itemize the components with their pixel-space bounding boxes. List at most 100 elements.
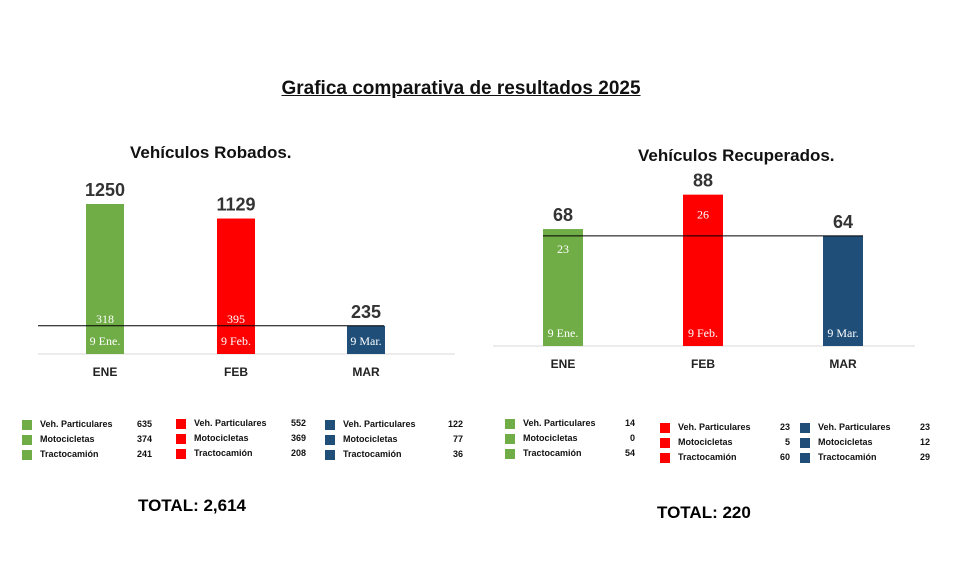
legend-swatch [505,448,515,459]
legend-item: Veh. Particulares 23 [660,422,790,433]
legend-label: Motocicletas [194,433,249,443]
legend-item: Veh. Particulares 23 [800,422,930,433]
data-label: 1129 [216,195,255,215]
legend-swatch [325,434,335,445]
data-label: 64 [833,212,853,232]
legend-value: 374 [136,434,152,444]
legend-item: Motocicletas 0 [505,433,635,444]
legend-value: 122 [447,419,463,429]
data-label: 68 [553,205,573,225]
legend-swatch [325,419,335,430]
data-label: 235 [351,302,381,322]
chart-title-recuperados: Vehículos Recuperados. [638,146,835,165]
bar-feb [217,218,255,354]
legend-value: 635 [136,419,152,429]
legend-value: 23 [779,422,790,432]
chart-title-robados: Vehículos Robados. [130,143,292,162]
page-title: Grafica comparativa de resultados 2025 [281,78,641,99]
data-label: 88 [693,171,713,191]
legend-value: 29 [919,452,930,462]
legend-label: Veh. Particulares [818,422,891,432]
legend-label: Motocicletas [678,437,733,447]
legend-label: Veh. Particulares [40,419,113,429]
legend-label: Tractocamión [343,449,402,459]
category-label: FEB [691,357,715,371]
legend-label: Tractocamión [40,449,99,459]
legend-label: Veh. Particulares [194,418,267,428]
legend-swatch [660,437,670,448]
legend-swatch [22,419,32,430]
legend-item: Veh. Particulares 14 [505,418,635,429]
category-label: FEB [224,365,248,379]
legend-value: 5 [784,437,790,447]
data-label: 1250 [85,180,125,200]
legend-label: Veh. Particulares [678,422,751,432]
legend-item: Tractocamión 54 [505,448,635,459]
date-label: 9 Feb. [221,334,251,348]
legend-item: Motocicletas 369 [176,433,306,444]
legend-swatch [22,449,32,460]
legend-label: Motocicletas [343,434,398,444]
category-label: MAR [829,357,857,371]
legend-item: Tractocamión 36 [325,449,463,460]
legend-item: Motocicletas 77 [325,434,463,445]
date-label: 9 Ene. [90,334,121,348]
legend-swatch [800,422,810,433]
bar-mar [347,325,385,354]
legend-swatch [800,437,810,448]
bar-ene [86,204,124,354]
legend-swatch [325,449,335,460]
date-label: 9 Feb. [688,326,718,340]
legend-value: 54 [624,448,635,458]
date-label: 9 Mar. [827,326,858,340]
legend-item: Veh. Particulares 635 [22,419,152,430]
legend-value: 369 [290,433,306,443]
inner-value: 395 [227,312,245,326]
legend-value: 12 [919,437,930,447]
legend-value: 14 [624,418,635,428]
legend-item: Tractocamión 29 [800,452,930,463]
inner-value: 23 [557,242,569,256]
legend-item: Tractocamión 60 [660,452,790,463]
legend-label: Motocicletas [523,433,578,443]
legend-swatch [176,418,186,429]
legend-swatch [505,433,515,444]
legend-item: Tractocamión 241 [22,449,152,460]
legend-value: 0 [629,433,635,443]
bar-mar [823,235,863,346]
legend-label: Motocicletas [818,437,873,447]
category-label: ENE [551,357,576,371]
legend-value: 208 [290,448,306,458]
legend-swatch [660,422,670,433]
legend-label: Veh. Particulares [523,418,596,428]
legend-item: Veh. Particulares 122 [325,419,463,430]
inner-value: 318 [96,312,114,326]
legend-label: Tractocamión [523,448,582,458]
legend-label: Tractocamión [194,448,253,458]
bar-ene [543,229,583,346]
legend-label: Tractocamión [818,452,877,462]
legend-value: 36 [452,449,463,459]
inner-value: 26 [697,208,709,222]
legend-value: 552 [290,418,306,428]
legend-item: Tractocamión 208 [176,448,306,459]
legend-swatch [660,452,670,463]
date-label: 9 Mar. [350,334,381,348]
legend-swatch [176,448,186,459]
bar-feb [683,194,723,346]
legend-value: 77 [452,434,463,444]
category-label: ENE [93,365,118,379]
legend-item: Veh. Particulares 552 [176,418,306,429]
total-robados: TOTAL: 2,614 [138,496,247,515]
legend-item: Motocicletas 374 [22,434,152,445]
legend-label: Veh. Particulares [343,419,416,429]
legend-item: Motocicletas 5 [660,437,790,448]
legend-swatch [505,418,515,429]
date-label: 9 Ene. [548,326,579,340]
legend-swatch [176,433,186,444]
legend-value: 23 [919,422,930,432]
legend-swatch [22,434,32,445]
legend-item: Motocicletas 12 [800,437,930,448]
total-recuperados: TOTAL: 220 [657,503,751,522]
